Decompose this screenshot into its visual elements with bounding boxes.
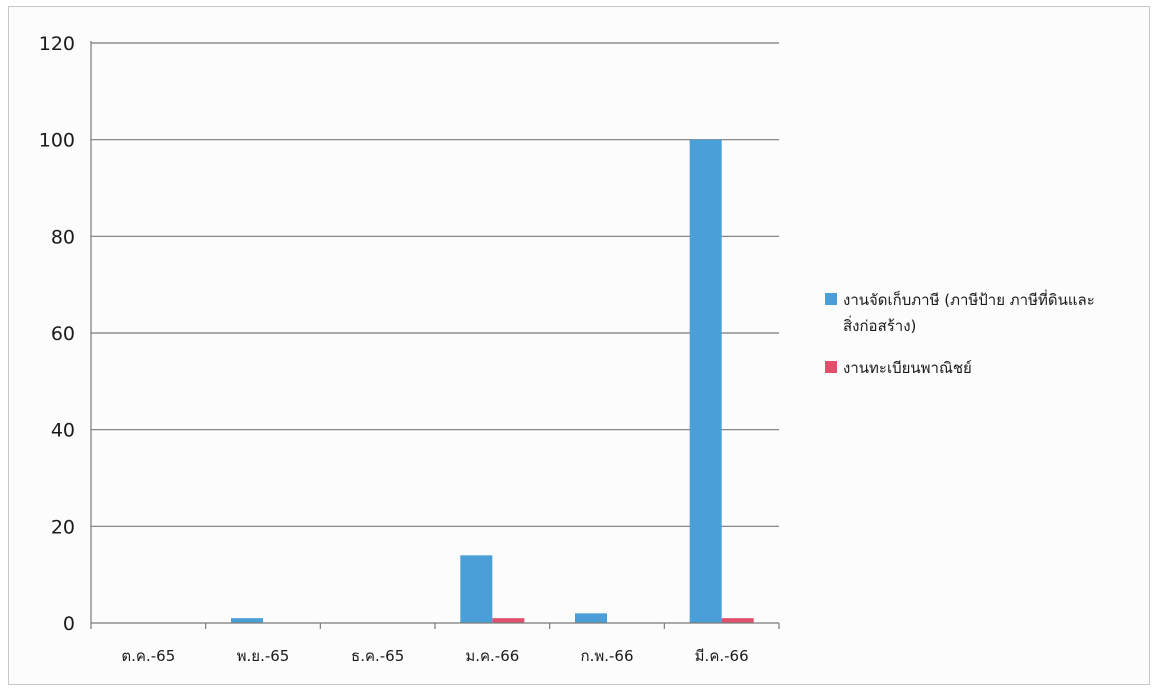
x-tick-label: ธ.ค.-65 (351, 647, 404, 665)
legend-label: สิ่งก่อสร้าง) (843, 315, 916, 335)
legend-swatch (825, 361, 837, 373)
y-tick-label: 80 (51, 226, 75, 248)
x-tick-label: ต.ค.-65 (121, 647, 175, 665)
x-tick-label: ม.ค.-66 (465, 647, 519, 665)
legend-label: งานจัดเก็บภาษี (ภาษีป้าย ภาษีที่ดินและ (843, 289, 1095, 309)
bar-tax-collection (575, 613, 607, 623)
bar-commercial-registration (721, 618, 754, 623)
gridlines (91, 42, 779, 527)
y-tick-label: 40 (51, 420, 75, 442)
legend-label: งานทะเบียนพาณิชย์ (843, 359, 972, 377)
y-tick-label: 100 (39, 130, 75, 152)
bar-chart: 0 20 40 60 80 100 120 ต.ค.-65 พ.ย.-65 ธ.ค.-65 ม.ค… (39, 33, 1095, 665)
y-tick-label: 120 (39, 33, 75, 55)
bar-tax-collection (231, 618, 263, 623)
bar-commercial-registration (492, 618, 525, 623)
x-tick-label: พ.ย.-65 (237, 647, 290, 665)
x-axis: ต.ค.-65 พ.ย.-65 ธ.ค.-65 ม.ค.-66 ก.พ.-66 มี.ค.… (90, 622, 780, 665)
legend: งานจัดเก็บภาษี (ภาษีป้าย ภาษีที่ดินและสิ… (825, 289, 1095, 377)
y-axis: 0 20 40 60 80 100 120 (39, 33, 92, 635)
legend-swatch (825, 293, 837, 305)
x-tick-label: ก.พ.-66 (580, 647, 633, 665)
y-tick-label: 20 (51, 516, 75, 538)
chart-frame: 0 20 40 60 80 100 120 ต.ค.-65 พ.ย.-65 ธ.ค.-65 ม.ค… (8, 6, 1150, 685)
bars (231, 139, 754, 623)
bar-tax-collection (460, 555, 493, 623)
y-tick-label: 60 (51, 323, 75, 345)
y-tick-label: 0 (63, 613, 75, 635)
x-tick-label: มี.ค.-66 (695, 647, 749, 665)
bar-tax-collection (689, 139, 722, 623)
